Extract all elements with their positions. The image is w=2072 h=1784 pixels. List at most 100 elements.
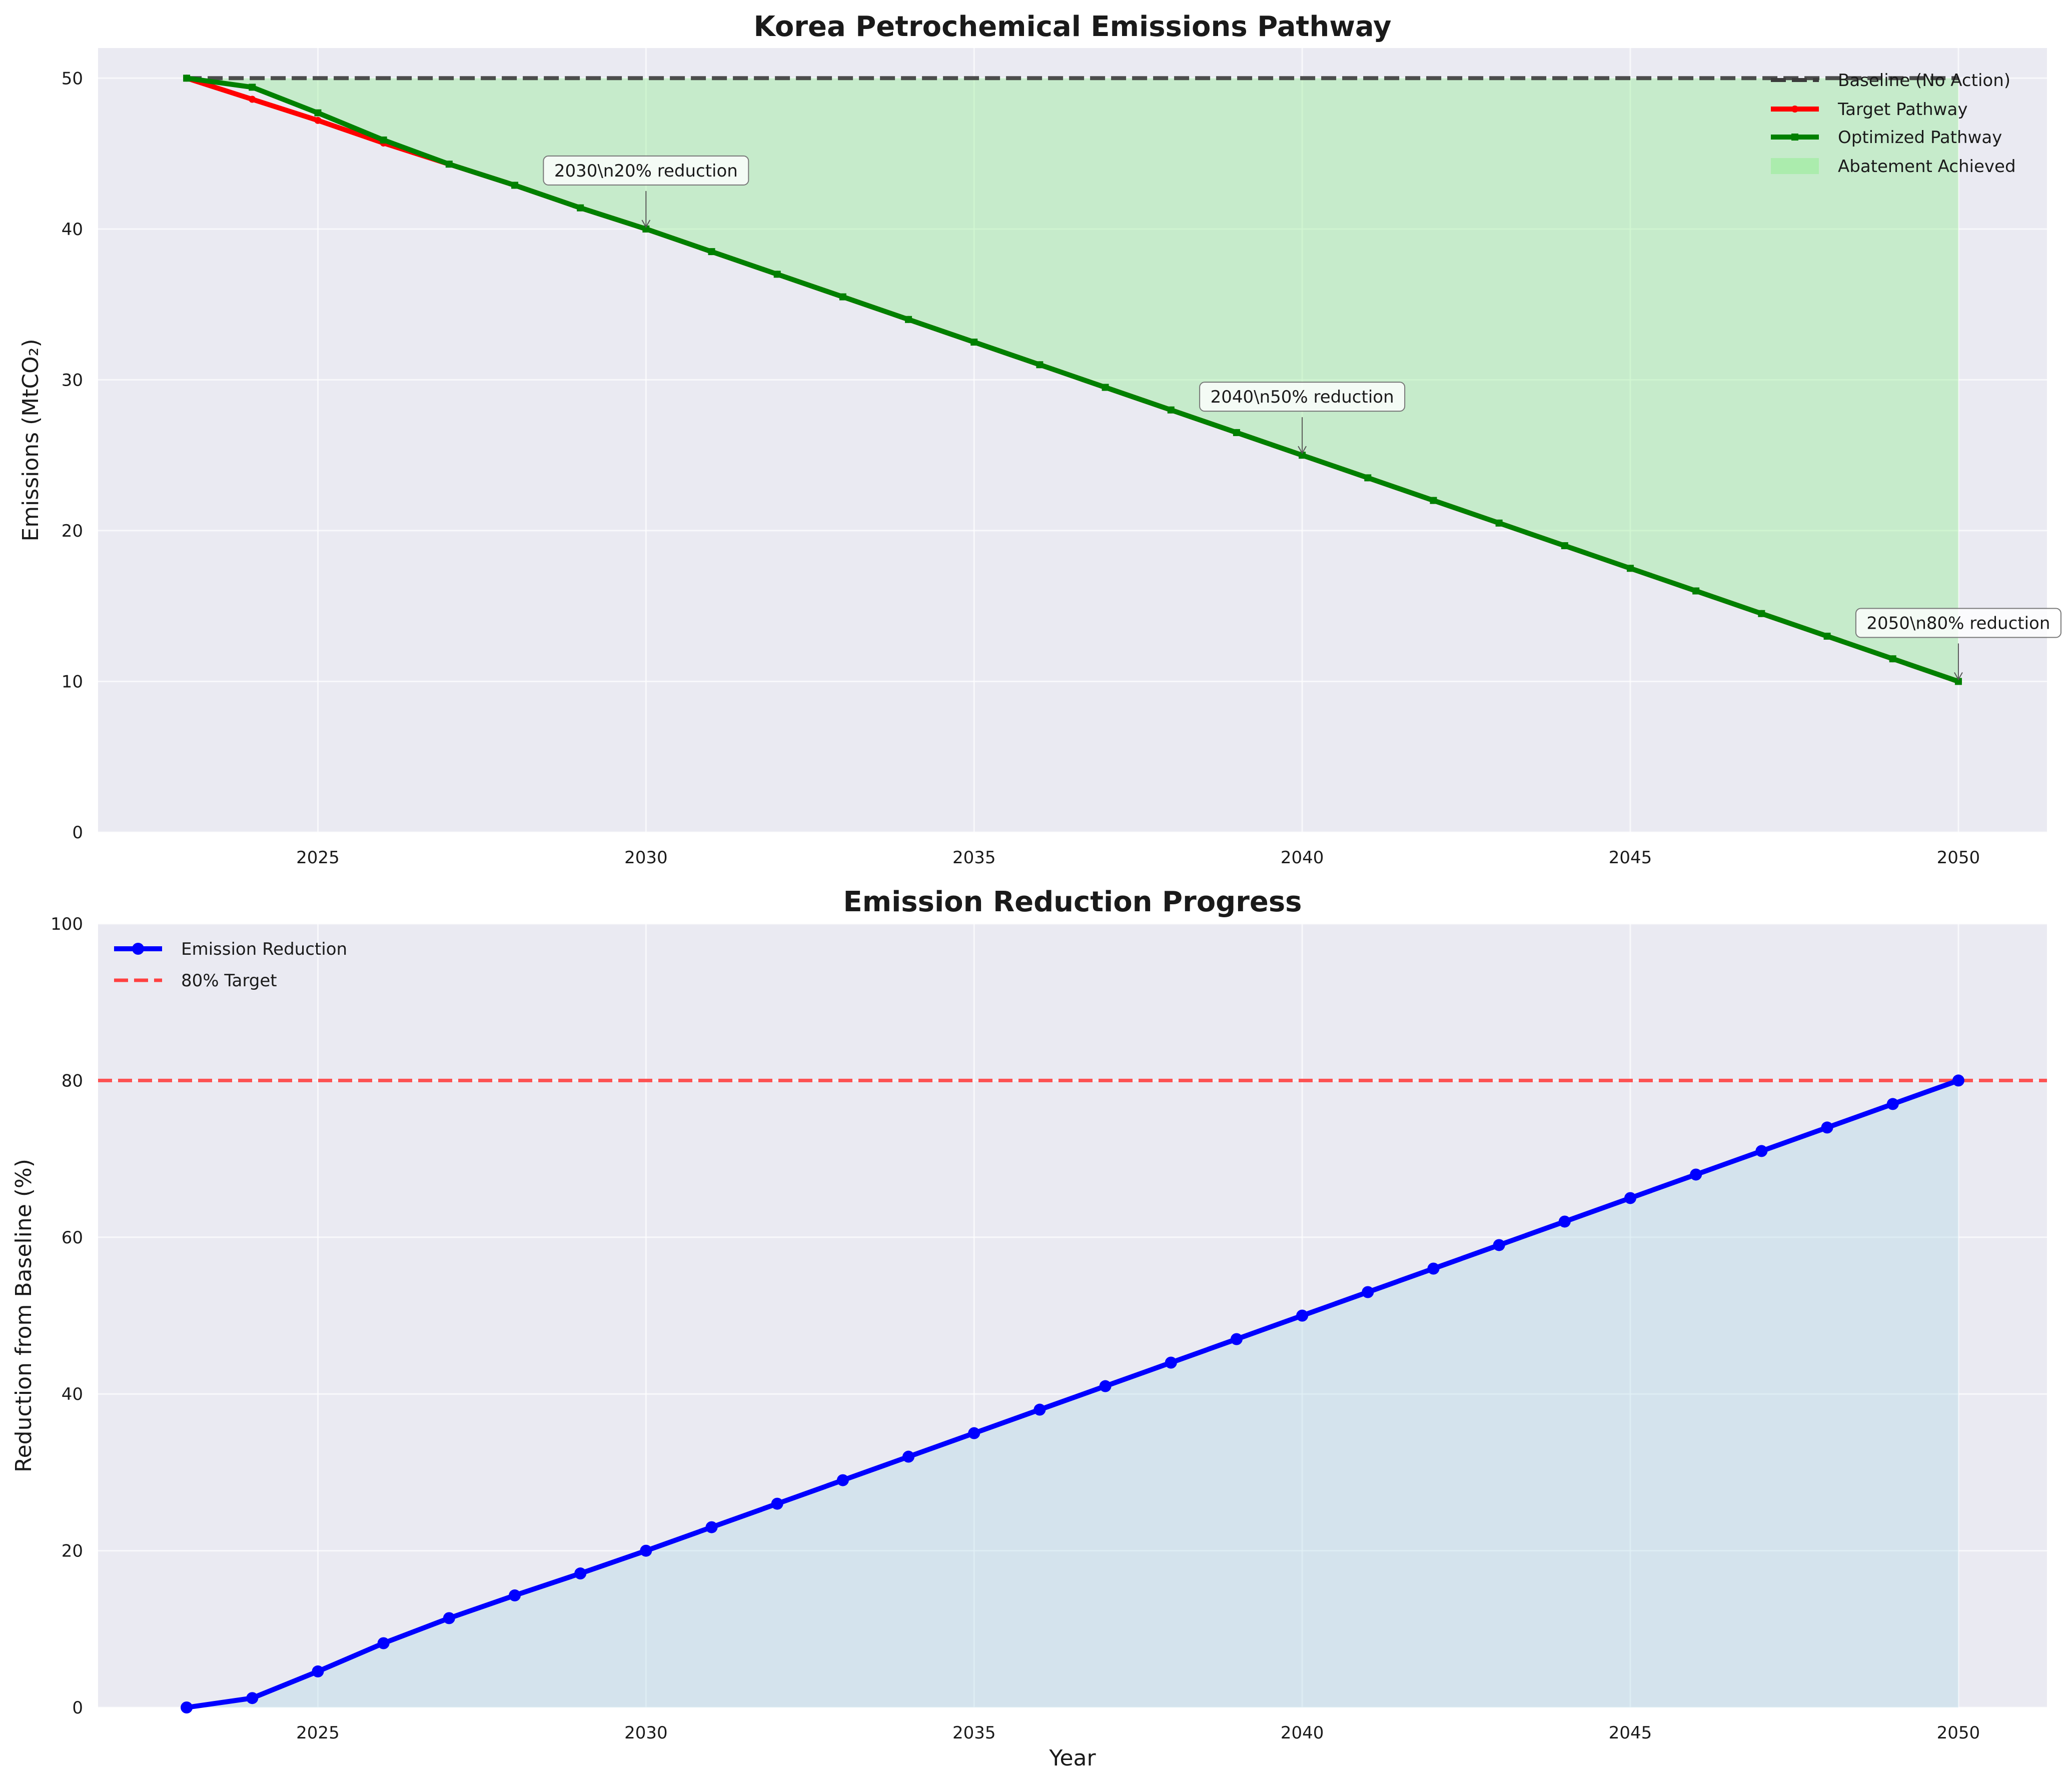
x-tick-label: 2045 (1609, 1723, 1652, 1743)
legend-label: Emission Reduction (181, 939, 347, 959)
chart-title: Emission Reduction Progress (843, 886, 1302, 918)
y-axis-label: Reduction from Baseline (%) (11, 1159, 37, 1472)
emission-reduction-point (968, 1427, 980, 1439)
emission-reduction-point (1493, 1239, 1505, 1251)
y-tick-label: 40 (62, 1384, 83, 1404)
x-tick-label: 2040 (1281, 848, 1324, 868)
annotation-label: 2030\n20% reduction (554, 161, 738, 181)
optimized-pathway-point (970, 339, 978, 346)
emission-reduction-point (1362, 1286, 1374, 1298)
optimized-pathway-point (1299, 452, 1306, 459)
plot-area (98, 48, 2047, 832)
legend-label: Target Pathway (1837, 100, 1967, 120)
reduction-area (187, 1080, 1958, 1707)
optimized-pathway-point (183, 75, 191, 82)
emission-reduction-point (836, 1474, 849, 1486)
optimized-pathway-point (314, 109, 322, 117)
x-tick-label: 2045 (1609, 848, 1652, 868)
x-tick-label: 2035 (952, 1723, 996, 1743)
y-tick-label: 30 (62, 370, 83, 390)
emission-reduction-point (246, 1692, 259, 1704)
emission-reduction-point (377, 1637, 390, 1649)
x-tick-label: 2035 (952, 848, 996, 868)
legend-swatch-abatement (1771, 158, 1819, 174)
optimized-pathway-point (1823, 633, 1831, 640)
reduction-progress-panel: 2025 2030 2035 2040 2045 2050020406080100Emis… (11, 886, 2047, 1771)
y-tick-label: 0 (72, 823, 83, 843)
x-tick-label: 2030 (624, 1723, 668, 1743)
optimized-pathway-point (1692, 587, 1700, 595)
emission-reduction-point (181, 1701, 193, 1713)
target-pathway-point (249, 96, 256, 103)
emission-reduction-point (640, 1544, 652, 1557)
target-pathway-point (314, 117, 322, 124)
optimized-pathway-point (577, 204, 584, 212)
annotation-label: 2040\n50% reduction (1211, 387, 1394, 407)
emission-reduction-point (312, 1665, 324, 1677)
plot-area (98, 924, 2047, 1707)
chart-title: Korea Petrochemical Emissions Pathway (753, 11, 1391, 43)
optimized-pathway-point (1561, 542, 1568, 550)
annotation-box (543, 155, 749, 186)
y-tick-label: 40 (62, 220, 83, 240)
y-tick-label: 20 (62, 1541, 83, 1561)
emission-reduction-point (1624, 1192, 1637, 1204)
annotation-label: 2050\n80% reduction (1866, 613, 2050, 633)
emission-reduction-line (186, 1078, 1959, 1710)
y-tick-label: 50 (62, 69, 83, 89)
optimized-pathway-point (1430, 497, 1437, 504)
emission-reduction-point (508, 1589, 521, 1601)
emission-reduction-point (771, 1497, 783, 1510)
emission-reduction-point (902, 1450, 915, 1463)
optimized-pathway-point (1102, 384, 1109, 391)
annotation-arrowhead (641, 220, 651, 228)
emissions-pathway-panel: 2025 2030 2035 2040 2045 205001020304050Korea… (18, 11, 2061, 868)
y-axis-label: Emissions (MtCO₂) (18, 339, 44, 541)
emission-reduction-point (1690, 1168, 1702, 1181)
emission-reduction-point (1558, 1215, 1571, 1228)
emission-reduction-point (1230, 1333, 1243, 1345)
annotation-arrowhead (1954, 672, 1963, 681)
optimized-pathway-point (1495, 519, 1503, 527)
emission-reduction-point (1033, 1403, 1046, 1416)
emission-reduction-point (1165, 1356, 1177, 1369)
emission-reduction-point (1952, 1074, 1964, 1087)
emission-reduction-point (1886, 1098, 1899, 1110)
x-tick-label: 2025 (296, 848, 340, 868)
x-tick-label: 2050 (1937, 1723, 1980, 1743)
x-tick-label: 2025 (296, 1723, 340, 1743)
x-tick-label: 2040 (1281, 1723, 1324, 1743)
optimized-pathway-point (1889, 655, 1896, 663)
x-tick-label: 2030 (624, 848, 668, 868)
emission-reduction-point (705, 1521, 718, 1533)
annotation-arrowhead (1298, 446, 1307, 455)
optimized-pathway-point (708, 248, 715, 256)
y-tick-label: 20 (62, 521, 83, 541)
optimized-pathway-point (1627, 565, 1634, 572)
optimized-pathway-point (773, 271, 781, 278)
legend-marker-optimized (1791, 134, 1798, 141)
optimized-pathway-point (445, 161, 453, 168)
annotation-box (1855, 608, 2061, 638)
emission-reduction-point (1755, 1145, 1768, 1157)
legend-label: Abatement Achieved (1838, 157, 2016, 177)
y-tick-label: 80 (62, 1071, 83, 1091)
legend-marker-reduction (132, 943, 144, 955)
optimized-pathway-point (511, 182, 518, 189)
optimized-pathway-point (1167, 406, 1175, 414)
emission-reduction-point (1427, 1262, 1440, 1275)
emission-reduction-point (1296, 1309, 1309, 1322)
optimized-pathway-point (249, 84, 256, 91)
y-tick-label: 10 (62, 672, 83, 692)
legend-label: Baseline (No Action) (1838, 71, 2010, 91)
y-tick-label: 60 (62, 1228, 83, 1248)
y-tick-label: 100 (51, 914, 83, 934)
optimized-pathway-point (380, 136, 387, 144)
legend-marker-target (1791, 106, 1798, 113)
optimized-pathway-point (1758, 610, 1765, 617)
optimized-pathway-point (1233, 429, 1240, 436)
emission-reduction-point (1821, 1121, 1833, 1134)
optimized-pathway-point (1954, 678, 1962, 685)
emission-reduction-point (1099, 1380, 1112, 1392)
